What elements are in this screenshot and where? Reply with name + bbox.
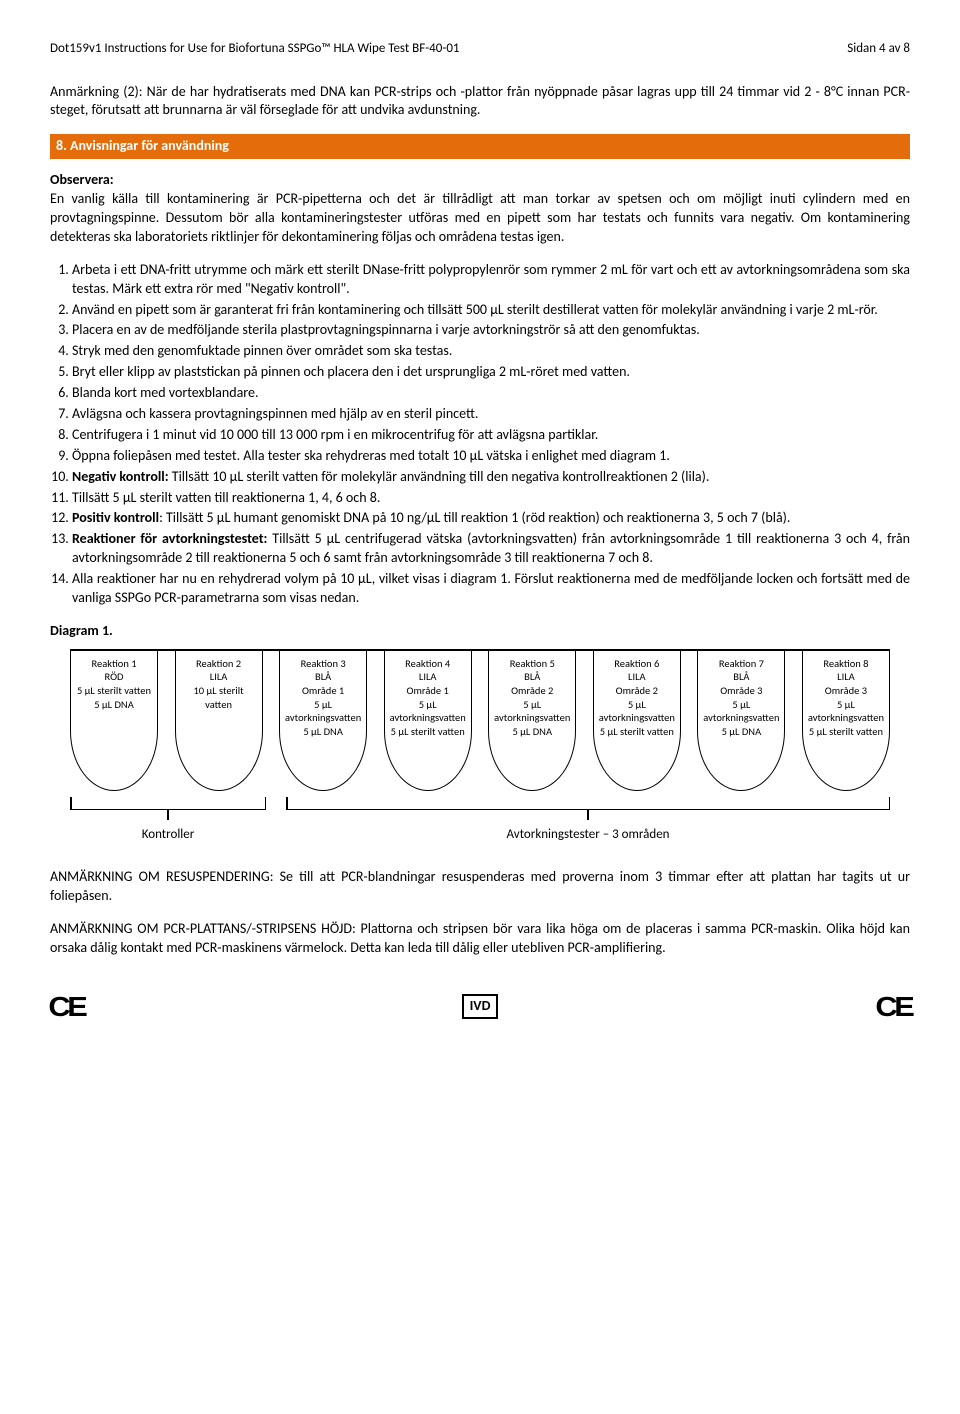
footer-icons: CE IVD CE [50, 988, 910, 1026]
tube-7-line3: Område 3 [702, 684, 780, 698]
header-right: Sidan 4 av 8 [847, 40, 910, 58]
bracket-row: Kontroller Avtorkningstester – 3 områden [70, 797, 890, 844]
step-10-text: Tillsätt 10 µL sterilt vatten för moleky… [169, 468, 710, 485]
tube-4-line4: 5 µL avtorkningsvatten [389, 698, 467, 725]
observera-block: Observera: En vanlig källa till kontamin… [50, 171, 910, 247]
step-10-label: Negativ kontroll: [72, 468, 169, 485]
tube-7-color: BLÅ [702, 670, 780, 684]
section-8-heading: 8. Anvisningar för användning [50, 134, 910, 159]
step-6: Blanda kort med vortexblandare. [72, 384, 910, 403]
page-header: Dot159v1 Instructions for Use for Biofor… [50, 40, 910, 58]
tube-3-color: BLÅ [284, 670, 362, 684]
resuspension-note: ANMÄRKNING OM RESUSPENDERING: Se till at… [50, 868, 910, 906]
tube-1-color: RÖD [75, 670, 153, 684]
tube-5: Reaktion 5BLÅOmråde 25 µL avtorkningsvat… [488, 651, 576, 791]
step-1: Arbeta i ett DNA-fritt utrymme och märk … [72, 261, 910, 299]
tube-1-line4: 5 µL DNA [75, 698, 153, 712]
observera-text: En vanlig källa till kontaminering är PC… [50, 190, 910, 245]
tube-2-color: LILA [180, 670, 258, 684]
tube-5-line5: 5 µL DNA [493, 725, 571, 739]
tube-row: Reaktion 1RÖD5 µL sterilt vatten5 µL DNA… [70, 651, 890, 791]
instruction-list: Arbeta i ett DNA-fritt utrymme och märk … [50, 261, 910, 608]
tube-8-title: Reaktion 8 [807, 657, 885, 671]
step-13: Reaktioner för avtorkningstestet: Tillsä… [72, 530, 910, 568]
tube-5-color: BLÅ [493, 670, 571, 684]
ce-mark-left: CE [48, 988, 84, 1026]
tube-1-line3: 5 µL sterilt vatten [75, 684, 153, 698]
tube-4-line3: Område 1 [389, 684, 467, 698]
tube-1: Reaktion 1RÖD5 µL sterilt vatten5 µL DNA [70, 651, 158, 791]
tube-6-color: LILA [598, 670, 676, 684]
note-2: Anmärkning (2): När de har hydratiserats… [50, 83, 910, 121]
step-2: Använd en pipett som är garanterat fri f… [72, 301, 910, 320]
tube-5-line4: 5 µL avtorkningsvatten [493, 698, 571, 725]
tube-5-title: Reaktion 5 [493, 657, 571, 671]
tube-7-title: Reaktion 7 [702, 657, 780, 671]
ce-mark-right: CE [875, 988, 911, 1026]
step-8: Centrifugera i 1 minut vid 10 000 till 1… [72, 426, 910, 445]
tube-3-line3: Område 1 [284, 684, 362, 698]
tube-8-line3: Område 3 [807, 684, 885, 698]
tube-5-line3: Område 2 [493, 684, 571, 698]
step-3: Placera en av de medföljande sterila pla… [72, 321, 910, 340]
step-12-text: : Tillsätt 5 µL humant genomiskt DNA på … [159, 509, 790, 526]
tube-3-title: Reaktion 3 [284, 657, 362, 671]
tube-8-color: LILA [807, 670, 885, 684]
header-left: Dot159v1 Instructions for Use for Biofor… [50, 40, 460, 58]
diagram-1: Reaktion 1RÖD5 µL sterilt vatten5 µL DNA… [70, 649, 890, 791]
tube-4-line5: 5 µL sterilt vatten [389, 725, 467, 739]
tube-7-line5: 5 µL DNA [702, 725, 780, 739]
tube-6: Reaktion 6LILAOmråde 25 µL avtorkningsva… [593, 651, 681, 791]
tube-6-line3: Område 2 [598, 684, 676, 698]
tube-7-line4: 5 µL avtorkningsvatten [702, 698, 780, 725]
step-9: Öppna foliepåsen med testet. Alla tester… [72, 447, 910, 466]
tube-4-color: LILA [389, 670, 467, 684]
bracket-wipe-tests: Avtorkningstester – 3 områden [286, 797, 890, 844]
tube-3-line4: 5 µL avtorkningsvatten [284, 698, 362, 725]
step-13-label: Reaktioner för avtorkningstestet: [72, 530, 267, 547]
tube-6-line4: 5 µL avtorkningsvatten [598, 698, 676, 725]
ivd-mark: IVD [462, 994, 499, 1019]
tube-2: Reaktion 2LILA10 µL sterilt vatten [175, 651, 263, 791]
tube-7: Reaktion 7BLÅOmråde 35 µL avtorkningsvat… [697, 651, 785, 791]
tube-8: Reaktion 8LILAOmråde 35 µL avtorkningsva… [802, 651, 890, 791]
step-10: Negativ kontroll: Tillsätt 10 µL sterilt… [72, 468, 910, 487]
observera-label: Observera: [50, 171, 114, 188]
bracket-controls: Kontroller [70, 797, 266, 844]
diagram-1-label: Diagram 1. [50, 622, 910, 641]
step-12: Positiv kontroll: Tillsätt 5 µL humant g… [72, 509, 910, 528]
tube-8-line4: 5 µL avtorkningsvatten [807, 698, 885, 725]
tube-1-title: Reaktion 1 [75, 657, 153, 671]
tube-3: Reaktion 3BLÅOmråde 15 µL avtorkningsvat… [279, 651, 367, 791]
tube-4-title: Reaktion 4 [389, 657, 467, 671]
tube-3-line5: 5 µL DNA [284, 725, 362, 739]
tube-6-title: Reaktion 6 [598, 657, 676, 671]
step-7: Avlägsna och kassera provtagningspinnen … [72, 405, 910, 424]
bracket-wipe-label: Avtorkningstester – 3 områden [506, 826, 669, 844]
tube-4: Reaktion 4LILAOmråde 15 µL avtorkningsva… [384, 651, 472, 791]
step-4: Stryk med den genomfuktade pinnen över o… [72, 342, 910, 361]
tube-6-line5: 5 µL sterilt vatten [598, 725, 676, 739]
tube-2-line3: 10 µL sterilt vatten [180, 684, 258, 711]
step-11: Tillsätt 5 µL sterilt vatten till reakti… [72, 489, 910, 508]
step-5: Bryt eller klipp av plaststickan på pinn… [72, 363, 910, 382]
tube-2-title: Reaktion 2 [180, 657, 258, 671]
tube-8-line5: 5 µL sterilt vatten [807, 725, 885, 739]
step-12-label: Positiv kontroll [72, 509, 159, 526]
bracket-controls-label: Kontroller [142, 826, 195, 844]
step-14: Alla reaktioner har nu en rehydrerad vol… [72, 570, 910, 608]
height-note: ANMÄRKNING OM PCR-PLATTANS/-STRIPSENS HÖ… [50, 920, 910, 958]
